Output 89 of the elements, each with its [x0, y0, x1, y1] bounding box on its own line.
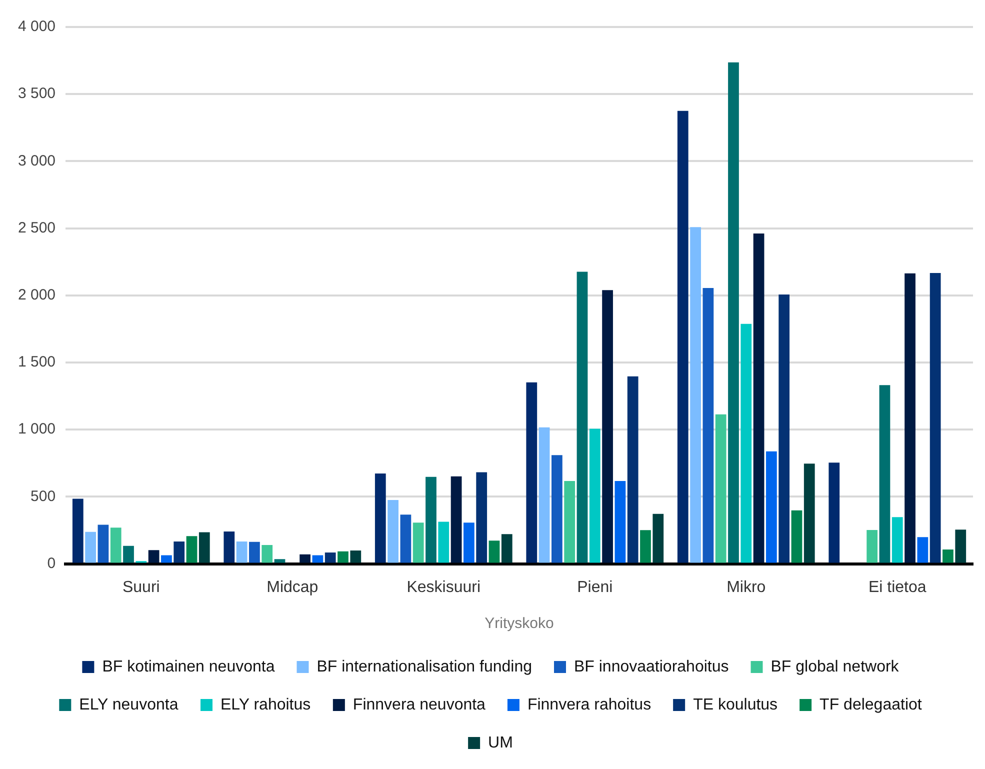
x-tick-label: Mikro	[726, 578, 766, 596]
legend-label: Finnvera neuvonta	[352, 696, 486, 714]
x-tick-label: Keskisuuri	[406, 578, 481, 596]
bar	[350, 550, 362, 563]
bar	[98, 524, 109, 563]
bar	[766, 451, 777, 563]
bar	[161, 555, 172, 563]
bar	[412, 522, 424, 563]
bar	[501, 534, 512, 563]
bar	[388, 500, 398, 563]
legend-label: UM	[488, 734, 513, 752]
bar	[576, 272, 588, 563]
bar	[426, 476, 436, 563]
bar	[300, 554, 310, 563]
bar	[312, 555, 324, 563]
bar	[866, 530, 878, 563]
bar	[464, 522, 474, 563]
y-tick-label: 4 000	[18, 18, 56, 36]
bar	[198, 532, 210, 563]
bar	[262, 545, 273, 563]
bar	[174, 542, 185, 563]
bar	[338, 551, 348, 563]
bar	[236, 542, 248, 563]
bar	[274, 559, 286, 563]
bar	[702, 288, 714, 563]
y-tick-label: 1 000	[18, 420, 56, 438]
bar	[715, 414, 726, 563]
legend-label: BF internationalisation funding	[316, 658, 532, 676]
y-tick-label: 500	[30, 488, 56, 505]
legend-label: Finnvera rahoitus	[527, 696, 652, 714]
bar	[538, 427, 550, 563]
bar	[753, 234, 764, 563]
bar	[224, 531, 235, 563]
bar	[374, 473, 386, 563]
bar	[791, 510, 802, 563]
bar	[930, 272, 941, 563]
legend-label: TF delegaatiot	[820, 696, 922, 714]
legend-label: ELY rahoitus	[220, 696, 311, 714]
bar	[148, 550, 160, 563]
bar	[450, 476, 462, 563]
bar	[400, 514, 412, 563]
x-tick-label: Midcap	[266, 578, 318, 596]
y-tick-label: 3 500	[18, 85, 56, 102]
y-tick-label: 0	[47, 554, 56, 572]
bar	[476, 472, 488, 563]
bar	[488, 540, 500, 563]
bar	[85, 532, 96, 563]
bar	[879, 385, 890, 563]
bar	[652, 514, 664, 563]
bar	[627, 376, 638, 563]
bar	[677, 110, 688, 563]
y-tick-label: 2 500	[18, 219, 56, 236]
bar	[249, 542, 260, 563]
bar	[72, 498, 84, 563]
legend-label: BF kotimainen neuvonta	[102, 658, 275, 676]
bar	[552, 455, 562, 563]
bar	[690, 227, 701, 563]
bar	[123, 546, 134, 563]
x-tick-label: Suuri	[122, 578, 160, 596]
bar	[917, 537, 928, 563]
bar	[778, 294, 790, 563]
y-tick-label: 2 000	[18, 286, 56, 304]
bar	[324, 552, 336, 563]
bar	[614, 481, 626, 563]
bar	[892, 517, 903, 563]
bar	[942, 549, 954, 563]
bar	[602, 290, 613, 563]
bar	[589, 428, 600, 563]
bar	[438, 522, 450, 563]
bar	[110, 528, 122, 563]
bar	[904, 273, 916, 563]
bar	[526, 382, 538, 563]
bar	[828, 462, 840, 563]
legend-label: BF innovaatiorahoitus	[574, 658, 729, 676]
bar	[728, 62, 739, 563]
x-tick-label: Pieni	[577, 578, 613, 596]
bar	[804, 464, 815, 563]
x-axis-title: Yrityskoko	[484, 615, 554, 632]
y-tick-label: 1 500	[18, 354, 56, 371]
bar	[564, 481, 576, 563]
legend-label: TE koulutus	[693, 696, 778, 714]
bar	[955, 530, 966, 563]
bar	[740, 324, 752, 563]
y-tick-label: 3 000	[18, 152, 56, 170]
bar	[186, 536, 198, 563]
bar	[640, 530, 651, 563]
legend-label: BF global network	[770, 658, 900, 676]
legend-label: ELY neuvonta	[79, 696, 178, 714]
x-tick-label: Ei tietoa	[868, 578, 926, 596]
